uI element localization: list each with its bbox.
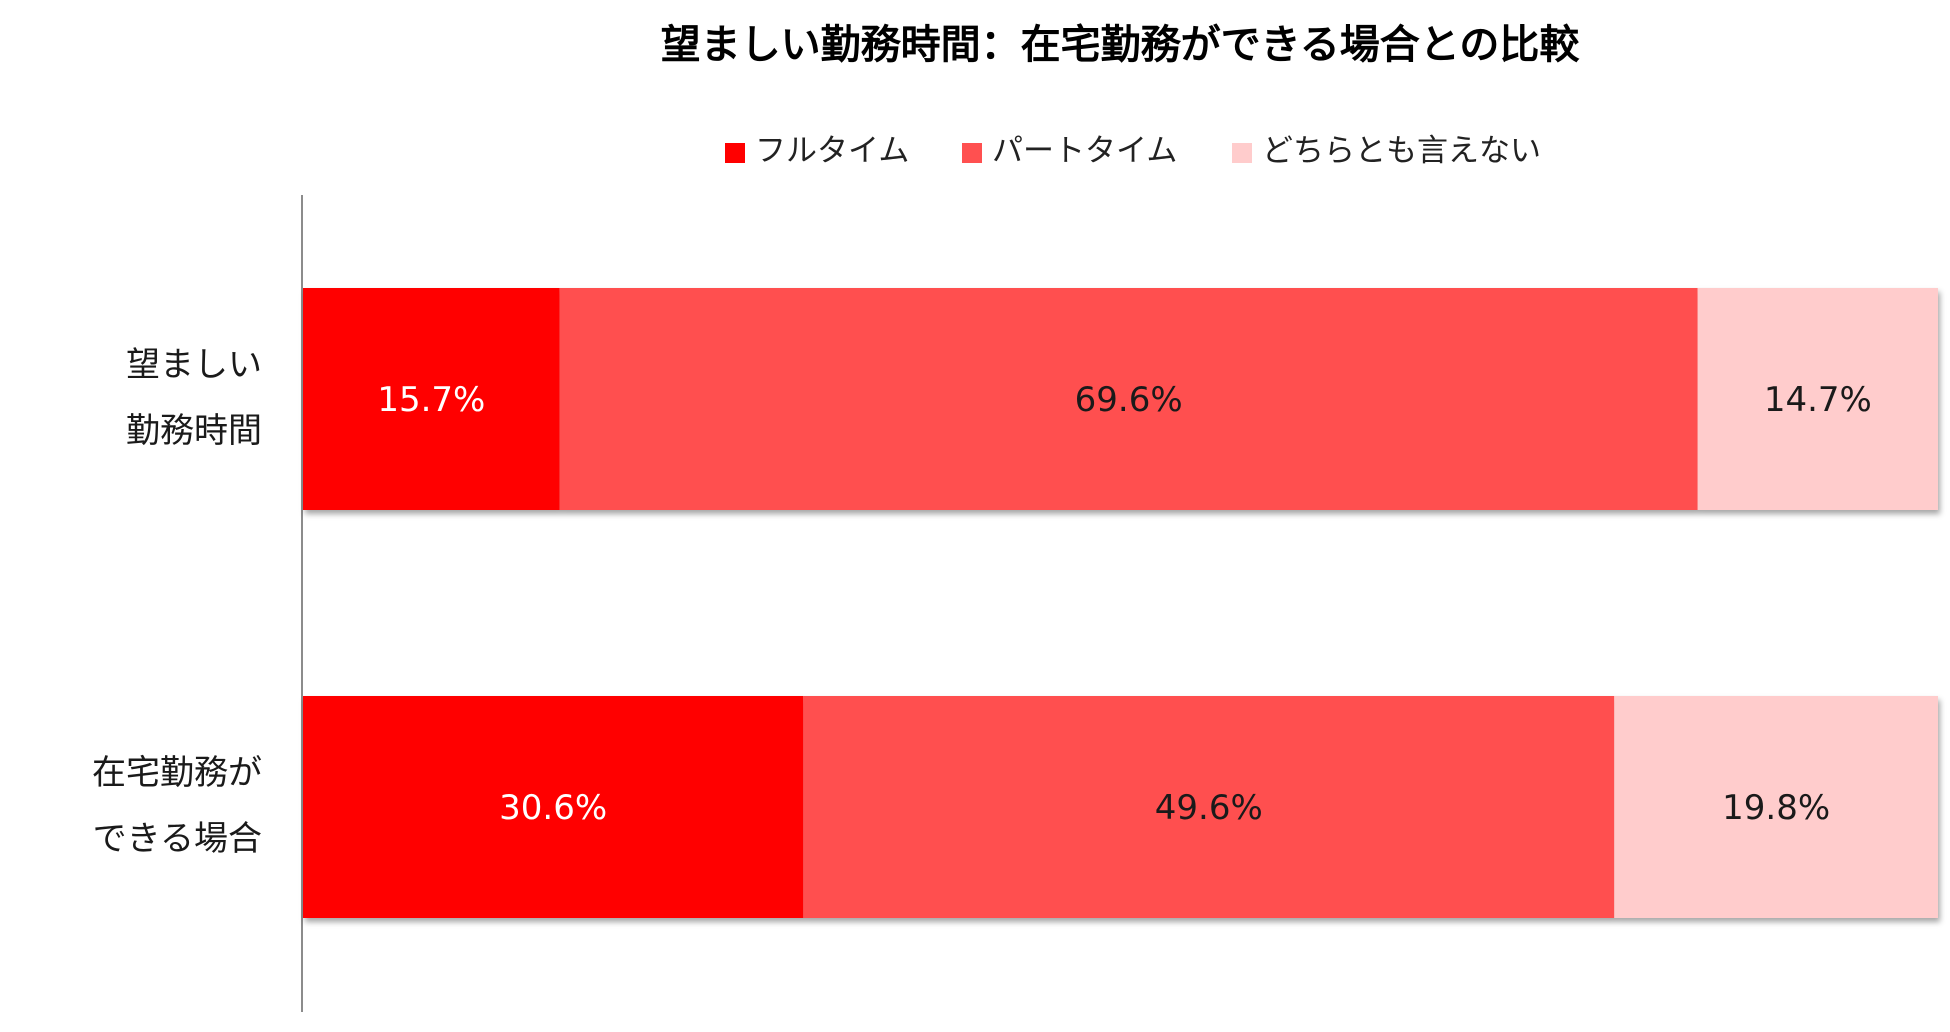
category-label: 在宅勤務が [92, 753, 262, 793]
bar-segment [303, 288, 560, 510]
value-label: 69.6% [1075, 380, 1183, 420]
category-label: 望ましい [126, 345, 262, 385]
bar-segment [803, 696, 1615, 918]
bar-row [303, 288, 1938, 510]
value-label: 15.7% [377, 380, 485, 420]
legend-swatch [1232, 143, 1252, 163]
bar-row [303, 696, 1938, 918]
bars [303, 288, 1938, 918]
legend-label: パートタイム [992, 133, 1177, 169]
value-label: 30.6% [499, 788, 607, 828]
bar-segment [1614, 696, 1938, 918]
chart-title: 望ましい勤務時間：在宅勤務ができる場合との比較 [661, 22, 1581, 68]
legend-label: フルタイム [755, 133, 909, 169]
value-labels: 15.7% 69.6% 14.7% 30.6% 49.6% 19.8% [377, 380, 1871, 828]
value-label: 14.7% [1764, 380, 1872, 420]
bar-segment [559, 288, 1698, 510]
value-label: 49.6% [1155, 788, 1263, 828]
bar-segment [303, 696, 804, 918]
legend-swatch [962, 143, 982, 163]
category-label: できる場合 [93, 819, 262, 859]
bar-segment [1697, 288, 1938, 510]
category-label: 勤務時間 [126, 411, 262, 451]
chart-legend: フルタイム パートタイム どちらとも言えない [725, 133, 1541, 169]
legend-label: どちらとも言えない [1262, 133, 1541, 169]
legend-swatch [725, 143, 745, 163]
value-label: 19.8% [1722, 788, 1830, 828]
